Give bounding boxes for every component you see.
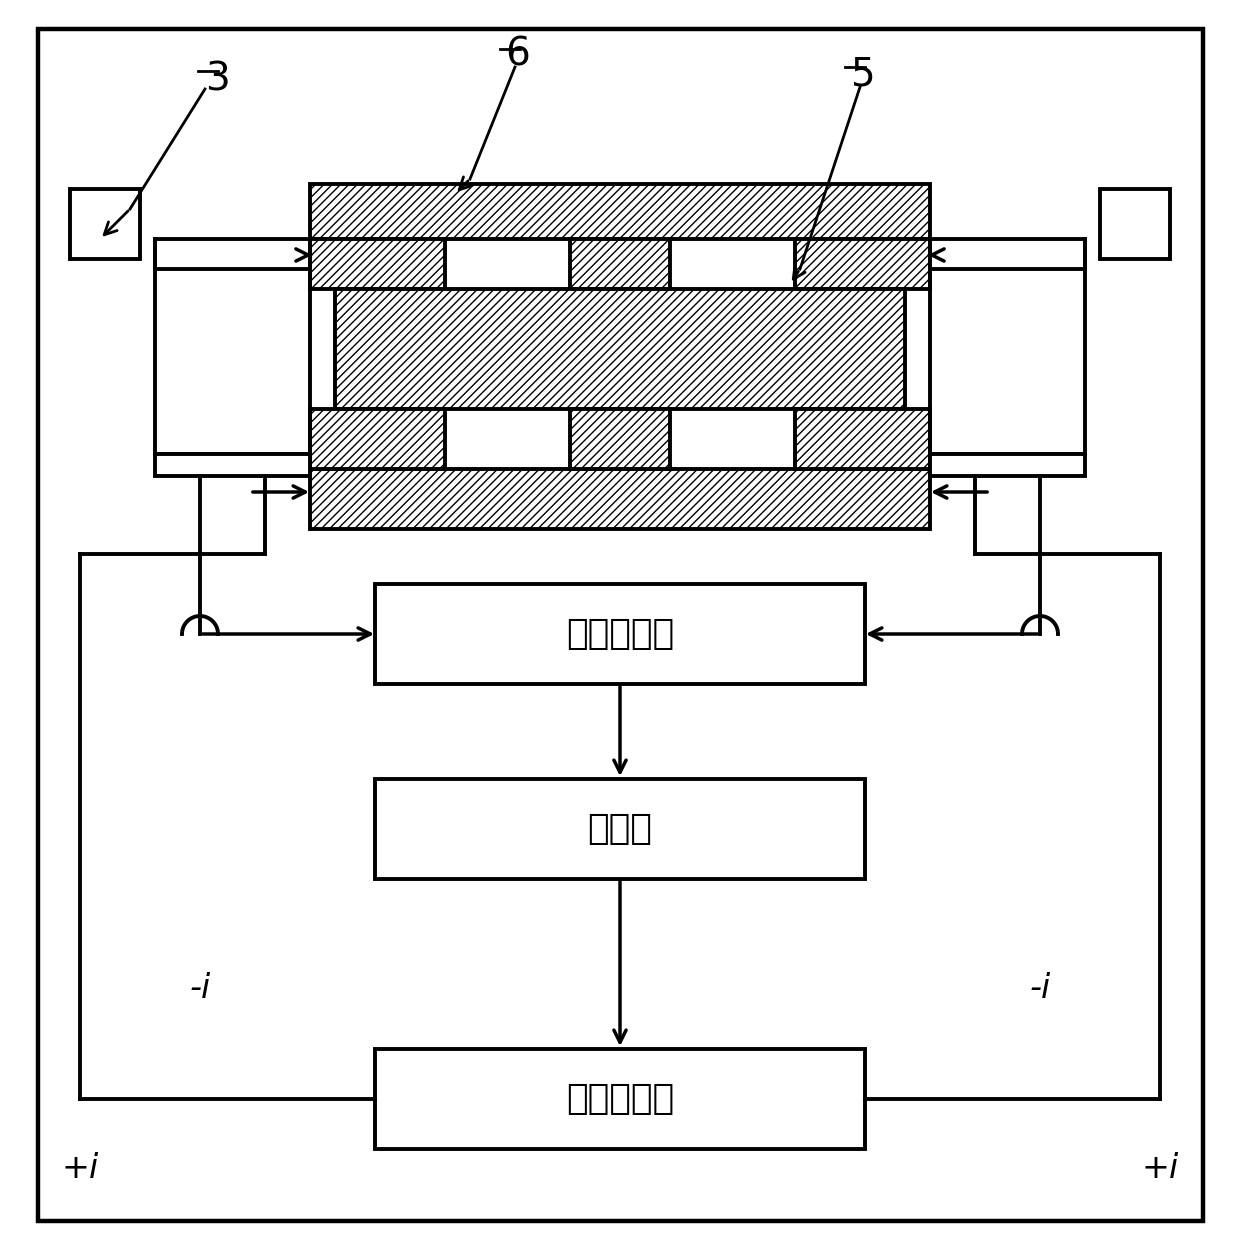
Text: 6: 6	[505, 35, 529, 72]
Text: -i: -i	[190, 973, 211, 1005]
Bar	[310, 470, 930, 530]
Bar	[795, 408, 930, 470]
Bar	[570, 239, 670, 289]
Bar	[310, 408, 445, 470]
Text: +i: +i	[61, 1153, 99, 1185]
Text: 3: 3	[205, 60, 229, 97]
Text: 电压放大器: 电压放大器	[565, 617, 675, 651]
Bar	[69, 189, 140, 259]
Bar	[335, 289, 905, 408]
Bar	[374, 1049, 866, 1149]
Bar	[310, 239, 445, 289]
Bar	[1100, 189, 1171, 259]
Text: +i: +i	[1141, 1153, 1179, 1185]
Bar	[374, 585, 866, 684]
Text: 5: 5	[849, 55, 874, 92]
Bar	[570, 408, 670, 470]
Text: 功率放大器: 功率放大器	[565, 1082, 675, 1117]
Bar	[155, 239, 310, 269]
Bar	[795, 239, 930, 289]
Bar	[930, 239, 1085, 269]
Bar	[155, 453, 310, 476]
Text: 控制器: 控制器	[588, 812, 652, 846]
Bar	[930, 453, 1085, 476]
Text: -i: -i	[1029, 973, 1050, 1005]
Bar	[310, 184, 930, 239]
Bar	[374, 779, 866, 879]
